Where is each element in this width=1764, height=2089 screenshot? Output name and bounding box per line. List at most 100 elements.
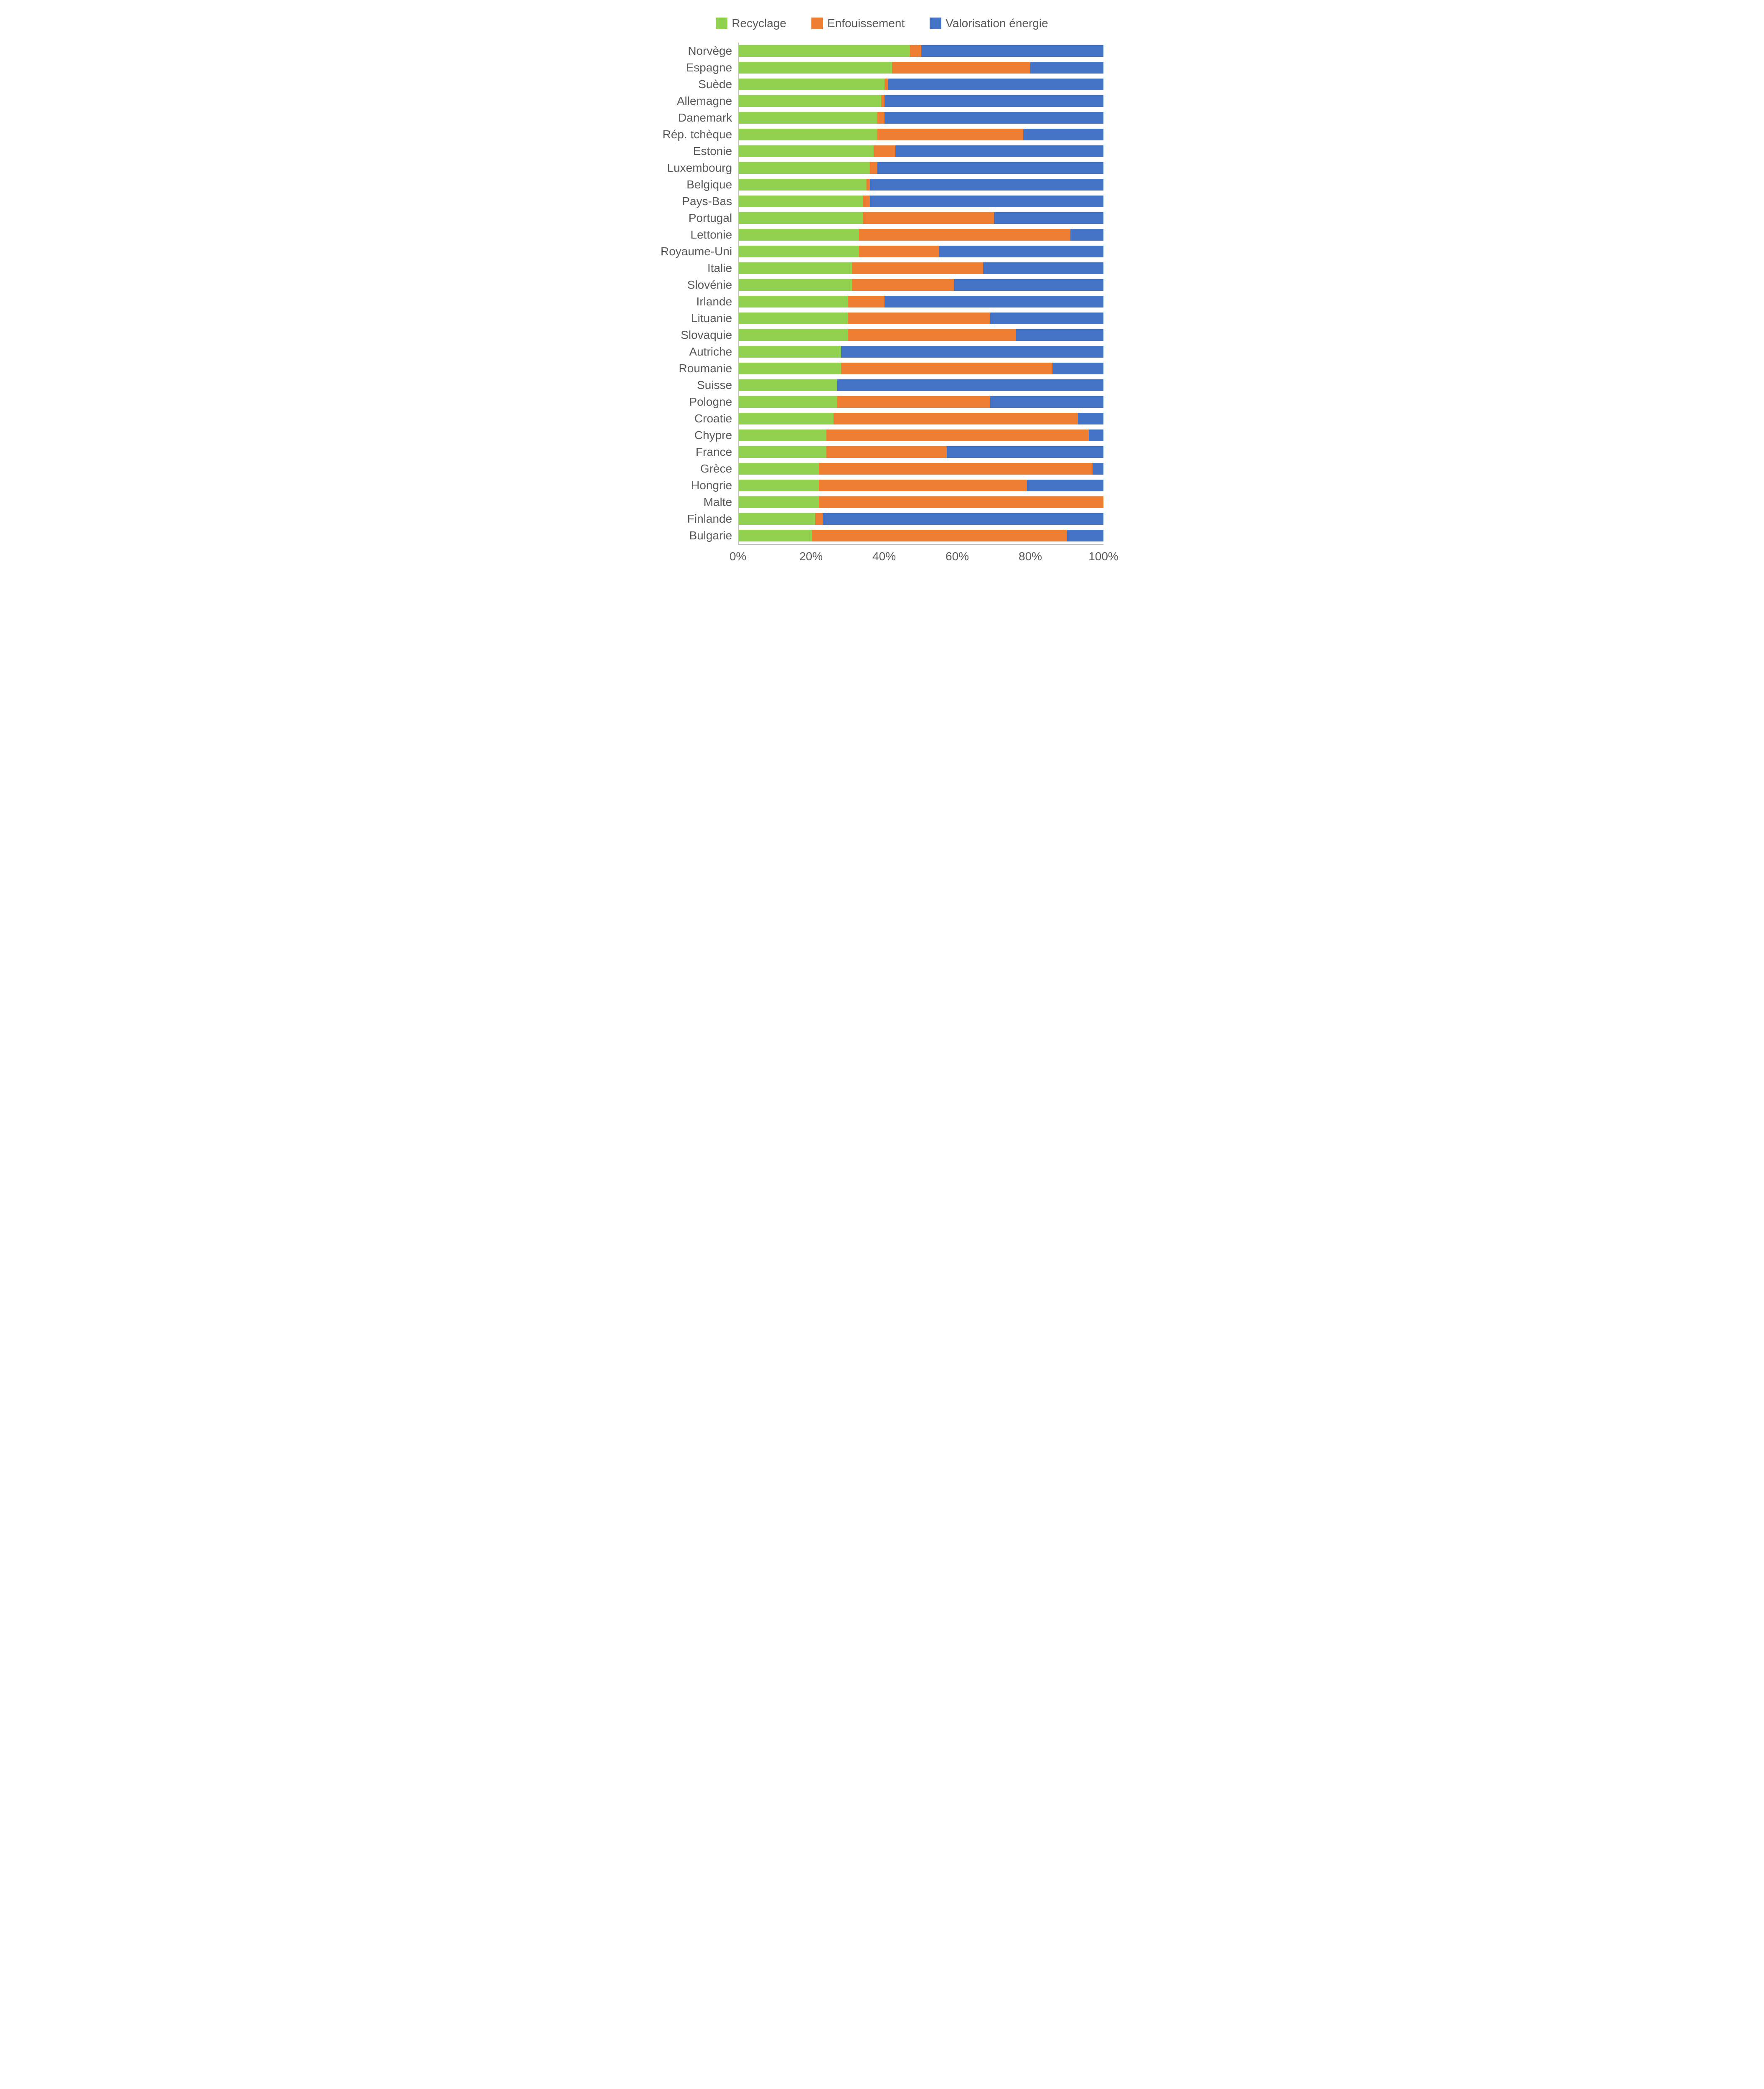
bar-segment-valorisation — [1093, 463, 1103, 475]
bar — [739, 530, 1103, 541]
bar-segment-recyclage — [739, 329, 848, 341]
bar-segment-enfouissement — [867, 179, 870, 191]
bar-segment-recyclage — [739, 313, 848, 324]
bar-segment-recyclage — [739, 196, 863, 207]
bar-segment-recyclage — [739, 229, 859, 241]
y-axis-label: Danemark — [661, 109, 732, 126]
y-axis-label: Rép. tchèque — [661, 126, 732, 143]
bar-segment-valorisation — [1078, 413, 1103, 424]
bar — [739, 112, 1103, 124]
bar-row — [739, 226, 1103, 243]
bar-segment-enfouissement — [819, 463, 1093, 475]
bar-segment-recyclage — [739, 79, 885, 90]
bar — [739, 346, 1103, 358]
y-axis-label: Finlande — [661, 511, 732, 527]
y-axis-label: Suisse — [661, 377, 732, 394]
bar-row — [739, 444, 1103, 460]
bar-row — [739, 477, 1103, 494]
bar-segment-recyclage — [739, 45, 910, 57]
bar — [739, 229, 1103, 241]
y-axis-label: France — [661, 444, 732, 460]
bar-row — [739, 260, 1103, 277]
bar-row — [739, 327, 1103, 343]
bar-segment-recyclage — [739, 396, 837, 408]
bar-segment-enfouissement — [885, 79, 888, 90]
bar-segment-valorisation — [990, 313, 1103, 324]
x-axis-tick-label: 100% — [1088, 550, 1118, 563]
bar-segment-recyclage — [739, 363, 841, 374]
bar — [739, 296, 1103, 308]
bar-segment-valorisation — [885, 112, 1103, 124]
y-axis-label: Lettonie — [661, 226, 732, 243]
bar — [739, 379, 1103, 391]
bar-segment-enfouissement — [841, 363, 1052, 374]
bar-segment-recyclage — [739, 162, 870, 174]
bar-segment-enfouissement — [863, 212, 994, 224]
x-axis: 0%20%40%60%80%100% — [738, 547, 1103, 567]
bar-row — [739, 310, 1103, 327]
bar — [739, 313, 1103, 324]
bar-segment-valorisation — [877, 162, 1103, 174]
y-axis-label: Allemagne — [661, 93, 732, 109]
bar-segment-enfouissement — [852, 262, 983, 274]
bar — [739, 363, 1103, 374]
y-axis-label: Croatie — [661, 410, 732, 427]
x-axis-tick-label: 20% — [799, 550, 823, 563]
bar-segment-enfouissement — [837, 396, 991, 408]
bar-segment-enfouissement — [863, 196, 870, 207]
y-axis-label: Chypre — [661, 427, 732, 444]
legend-label: Recyclage — [732, 17, 786, 30]
bar — [739, 45, 1103, 57]
bar-segment-recyclage — [739, 95, 881, 107]
bar-segment-enfouissement — [819, 496, 1103, 508]
bar-segment-enfouissement — [848, 296, 885, 308]
bar-segment-enfouissement — [877, 112, 885, 124]
bar — [739, 129, 1103, 140]
bar-segment-recyclage — [739, 480, 819, 491]
bar-segment-valorisation — [885, 296, 1103, 308]
bar-segment-enfouissement — [874, 145, 895, 157]
bar-row — [739, 93, 1103, 109]
legend-swatch — [930, 18, 941, 29]
bar-segment-recyclage — [739, 496, 819, 508]
bar-segment-valorisation — [841, 346, 1103, 358]
bar — [739, 79, 1103, 90]
bar-segment-enfouissement — [852, 279, 954, 291]
bar-segment-enfouissement — [812, 530, 1067, 541]
legend-item: Recyclage — [716, 17, 786, 30]
y-axis-label: Slovaquie — [661, 327, 732, 343]
bar-segment-valorisation — [1023, 129, 1103, 140]
bar — [739, 413, 1103, 424]
bar — [739, 162, 1103, 174]
bar-segment-recyclage — [739, 446, 826, 458]
bar — [739, 329, 1103, 341]
bar-row — [739, 76, 1103, 93]
bar-segment-enfouissement — [848, 313, 990, 324]
y-axis-label: Roumanie — [661, 360, 732, 377]
bar-segment-valorisation — [939, 246, 1103, 257]
bar-segment-valorisation — [990, 396, 1103, 408]
bar — [739, 145, 1103, 157]
y-axis-label: Estonie — [661, 143, 732, 160]
bar-segment-recyclage — [739, 279, 852, 291]
x-axis-tick-label: 40% — [872, 550, 896, 563]
y-axis-label: Belgique — [661, 176, 732, 193]
bar-row — [739, 176, 1103, 193]
bar-segment-enfouissement — [859, 229, 1070, 241]
bar-segment-recyclage — [739, 530, 812, 541]
y-axis-label: Italie — [661, 260, 732, 277]
y-axis-label: Pays-Bas — [661, 193, 732, 210]
bar-row — [739, 243, 1103, 260]
bar-segment-recyclage — [739, 145, 874, 157]
bar-segment-enfouissement — [819, 480, 1027, 491]
bar-segment-enfouissement — [881, 95, 885, 107]
bar-row — [739, 293, 1103, 310]
bar-segment-valorisation — [921, 45, 1103, 57]
legend-swatch — [716, 18, 727, 29]
y-axis-label: Grèce — [661, 460, 732, 477]
bar-row — [739, 511, 1103, 527]
bar-segment-valorisation — [954, 279, 1103, 291]
bar — [739, 480, 1103, 491]
bar — [739, 196, 1103, 207]
bar-segment-enfouissement — [910, 45, 921, 57]
